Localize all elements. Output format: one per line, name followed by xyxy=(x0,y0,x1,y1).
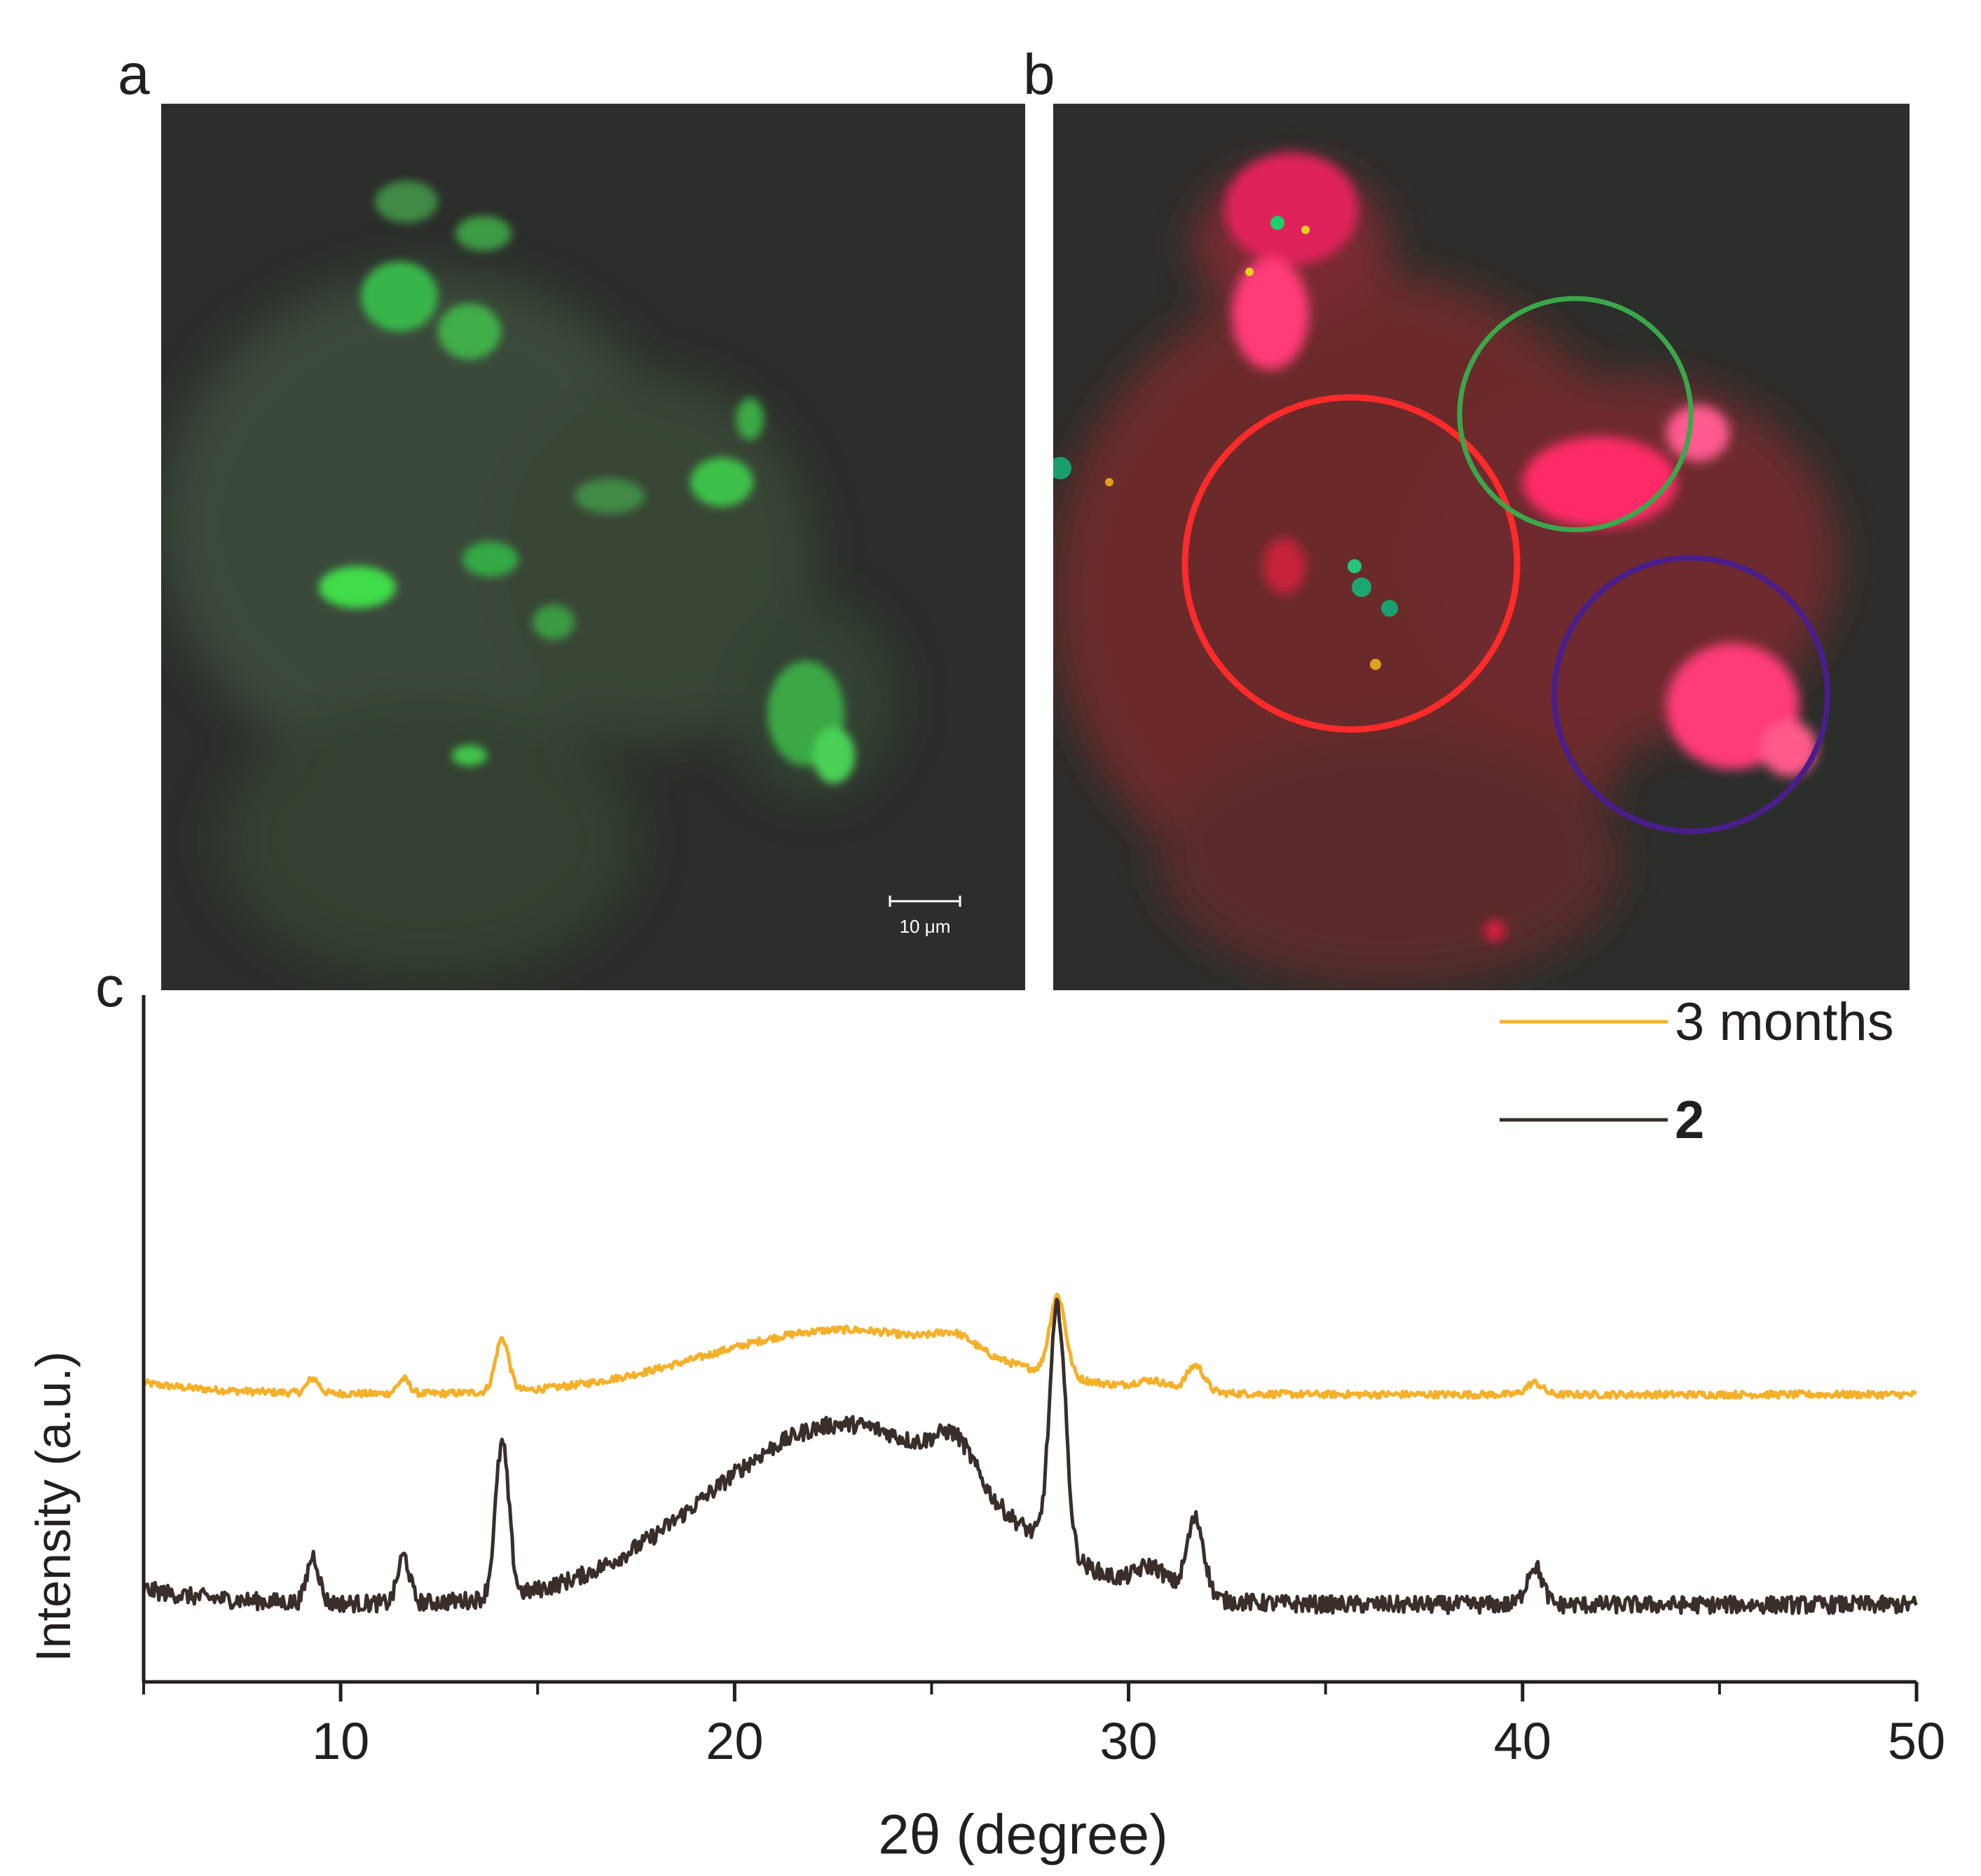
x-tick-label: 10 xyxy=(312,1712,369,1770)
highlight-circle-purple xyxy=(1551,555,1830,834)
green-particles xyxy=(319,181,855,783)
panel-label-a: a xyxy=(118,43,150,107)
xrd-chart: 10 20 30 40 50 Intensity (a.u.) 2θ (degree) … xyxy=(26,992,1945,1865)
panel-label-c: c xyxy=(95,955,124,1019)
micrograph-red xyxy=(1053,104,1910,990)
series-line-3-months xyxy=(142,1292,1917,1400)
scale-bar-label: 10 μm xyxy=(900,916,951,937)
highlight-circle-red xyxy=(1181,394,1521,733)
panel-label-b: b xyxy=(1023,43,1055,107)
pink-particles xyxy=(1225,153,1817,941)
x-axis-label: 2θ (degree) xyxy=(878,1803,1168,1865)
legend-label: 3 months xyxy=(1675,992,1894,1052)
micrograph-green: 10 μm xyxy=(161,104,1025,990)
legend: 3 months 2 xyxy=(1500,992,1894,1150)
legend-label: 2 xyxy=(1675,1090,1704,1150)
highlight-circle-green xyxy=(1457,296,1694,533)
x-tick-label: 30 xyxy=(1099,1712,1157,1770)
x-tick-label: 40 xyxy=(1494,1712,1551,1770)
series-line-2 xyxy=(142,1297,1919,1615)
green-particles xyxy=(1053,216,1398,670)
x-tick-label: 50 xyxy=(1888,1712,1945,1770)
y-axis-label: Intensity (a.u.) xyxy=(26,1351,81,1662)
x-tick-label: 20 xyxy=(706,1712,763,1770)
